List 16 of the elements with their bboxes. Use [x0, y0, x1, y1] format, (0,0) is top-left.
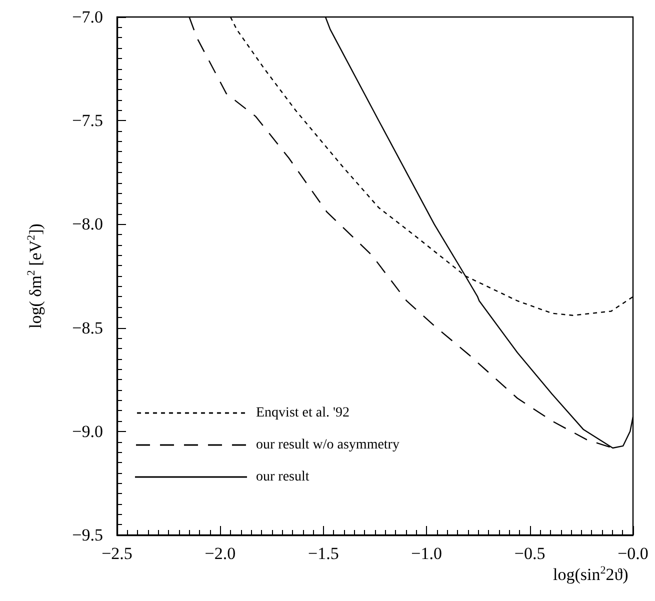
x-tick-label: −2.5 [102, 544, 132, 563]
y-tick-label: −7.0 [72, 8, 103, 26]
y-tick-label: −8.5 [72, 318, 103, 338]
x-tick-label: −0.5 [514, 544, 546, 563]
legend-label: our result [256, 470, 310, 484]
x-tick-label: −1.0 [411, 544, 442, 563]
y-tick-label: −9.0 [72, 422, 103, 441]
x-tick-label: −2.0 [204, 544, 236, 563]
y-tick-label: −7.5 [72, 111, 103, 130]
y-axis-title: log( δm2 [eV2]) [26, 224, 45, 328]
legend-label: our result w/o asymmetry [256, 438, 400, 452]
legend-label: Enqvist et al. '92 [256, 406, 350, 420]
x-tick-label: −0.0 [618, 544, 648, 563]
y-tick-label: −9.5 [72, 526, 103, 544]
x-tick-label: −1.5 [308, 544, 339, 563]
y-tick-label: −8.0 [72, 214, 103, 234]
